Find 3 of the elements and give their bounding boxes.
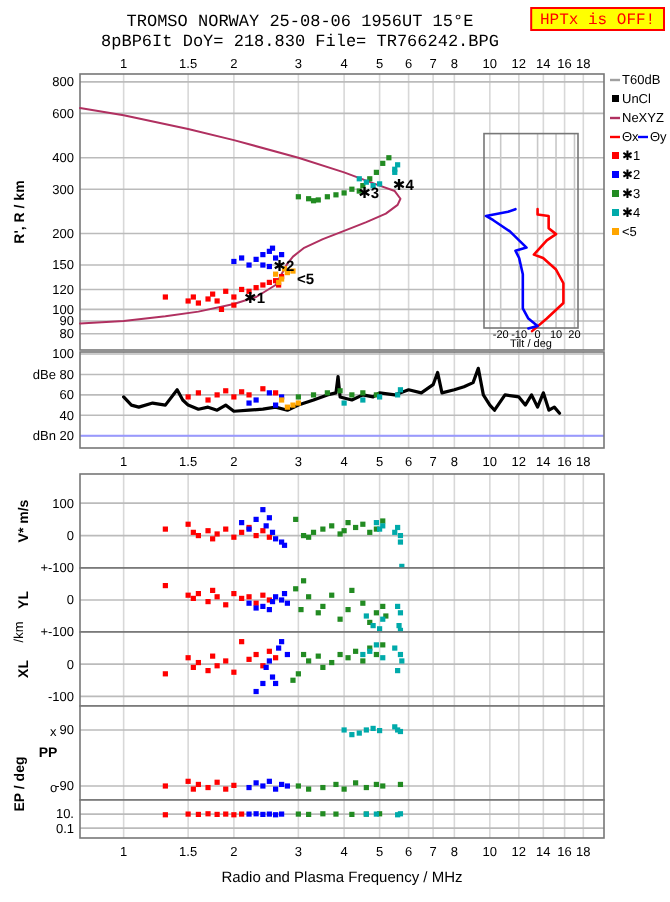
chart-subtitle: 8pBP6It DoY= 218.830 File= TR766242.BPG <box>101 32 499 52</box>
chart-title: TROMSO NORWAY 25-08-06 1956UT 15°E <box>126 12 474 32</box>
text: HPTx is OFF! <box>539 12 656 30</box>
